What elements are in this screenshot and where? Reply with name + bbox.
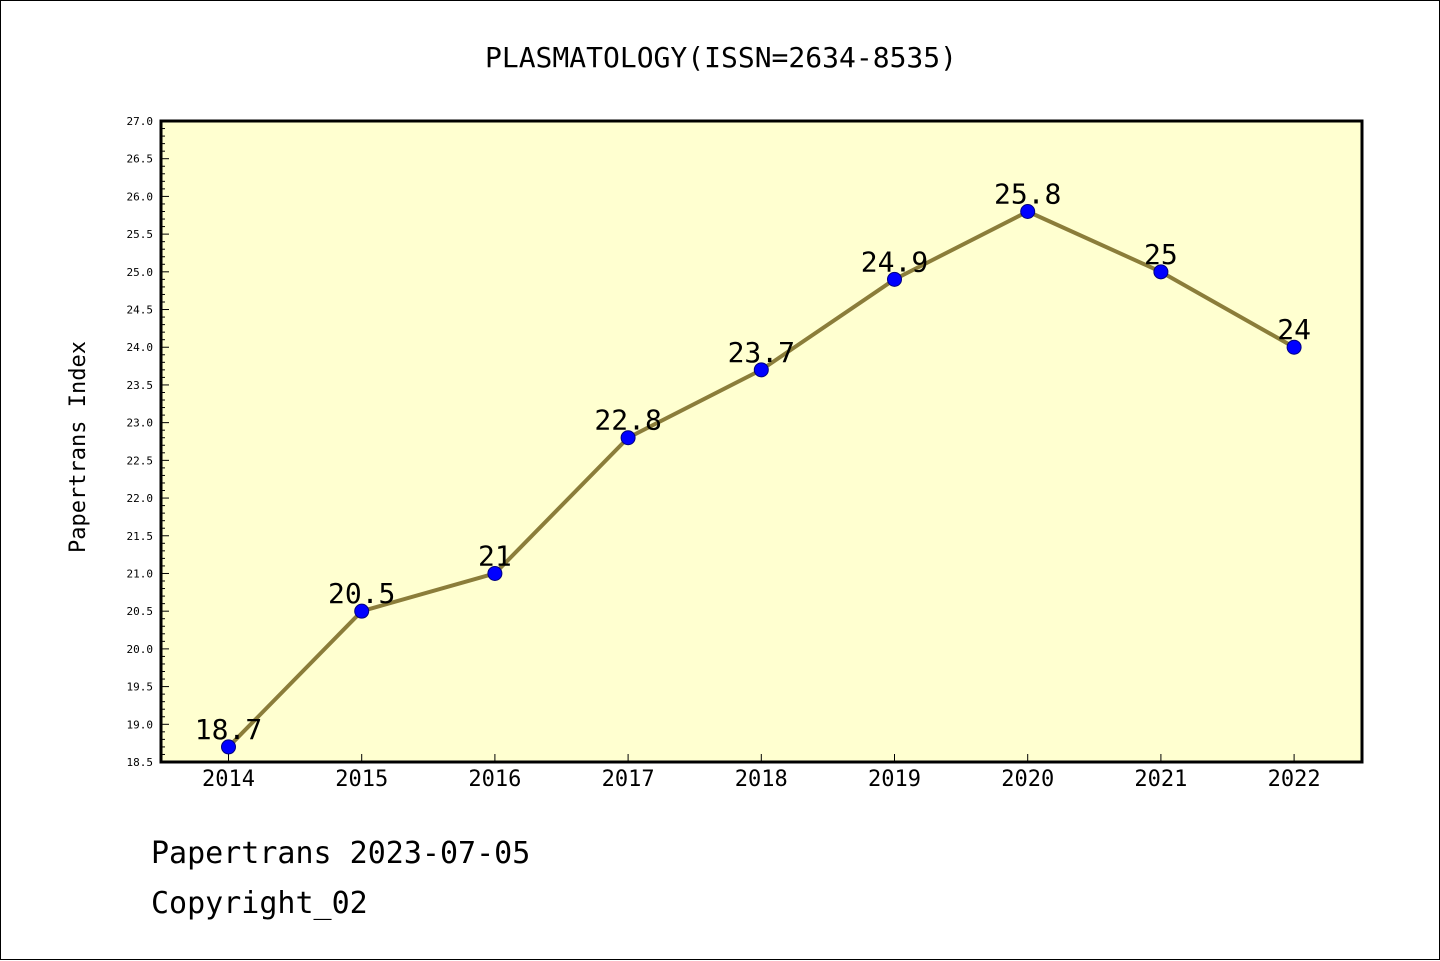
data-series	[221, 203, 1302, 755]
data-label: 20.5	[328, 577, 395, 610]
y-tick-label: 19.0	[127, 718, 154, 731]
data-label: 24	[1277, 313, 1311, 346]
x-tick-label: 2020	[1001, 767, 1054, 792]
data-label: 23.7	[728, 336, 795, 369]
data-point	[887, 271, 902, 287]
x-tick-label: 2018	[735, 767, 788, 792]
data-point	[1286, 339, 1302, 355]
data-point	[753, 362, 769, 378]
data-point	[1153, 264, 1169, 280]
x-tick-label: 2022	[1268, 767, 1321, 792]
y-tick-label: 25.5	[127, 228, 154, 241]
x-tick-label: 2014	[202, 767, 255, 792]
data-point	[620, 430, 636, 446]
y-tick-label: 20.0	[127, 643, 154, 656]
data-label: 18.7	[195, 713, 262, 746]
y-tick-label: 27.0	[127, 115, 154, 128]
y-tick-label: 25.0	[127, 266, 154, 279]
footer-date: Papertrans 2023-07-05	[151, 836, 531, 871]
x-tick-label: 2016	[468, 767, 521, 792]
x-tick-label: 2021	[1134, 767, 1187, 792]
data-point	[1020, 203, 1036, 219]
data-label: 25	[1144, 238, 1178, 271]
y-tick-label: 22.0	[127, 492, 154, 505]
x-tick-label: 2017	[602, 767, 655, 792]
y-tick-label: 21.0	[127, 567, 154, 580]
data-label: 22.8	[594, 404, 661, 437]
data-label: 24.9	[861, 245, 928, 278]
chart-title: PLASMATOLOGY(ISSN=2634-8535)	[485, 41, 957, 74]
x-tick-label: 2015	[335, 767, 388, 792]
footer-copyright: Copyright_02	[151, 886, 368, 921]
y-tick-label: 26.5	[127, 153, 154, 166]
plot-area	[161, 121, 1362, 762]
y-tick-label: 24.5	[127, 304, 154, 317]
y-tick-label: 20.5	[127, 605, 154, 618]
data-point	[221, 739, 236, 755]
y-tick-label: 19.5	[127, 681, 154, 694]
data-point	[354, 603, 370, 619]
y-tick-label: 23.5	[127, 379, 154, 392]
plot-frame	[159, 119, 1364, 764]
data-labels: 18.7 20.5 21 22.8 23.7 24.9 25.8 25 24	[195, 177, 1311, 745]
data-label: 21	[478, 539, 512, 572]
y-tick-label: 22.5	[127, 454, 154, 467]
x-axis: 2014 2015 2016 2017 2018 2019 2020 2021 2022	[202, 754, 1321, 792]
y-tick-label: 23.0	[127, 417, 154, 430]
data-point	[487, 565, 503, 581]
y-tick-label: 24.0	[127, 341, 154, 354]
y-axis-label: Papertrans Index	[66, 341, 91, 553]
y-tick-label: 26.0	[127, 190, 154, 203]
data-label: 25.8	[994, 177, 1061, 210]
y-tick-label: 21.5	[127, 530, 154, 543]
y-tick-label: 18.5	[127, 756, 154, 769]
x-tick-label: 2019	[868, 767, 921, 792]
